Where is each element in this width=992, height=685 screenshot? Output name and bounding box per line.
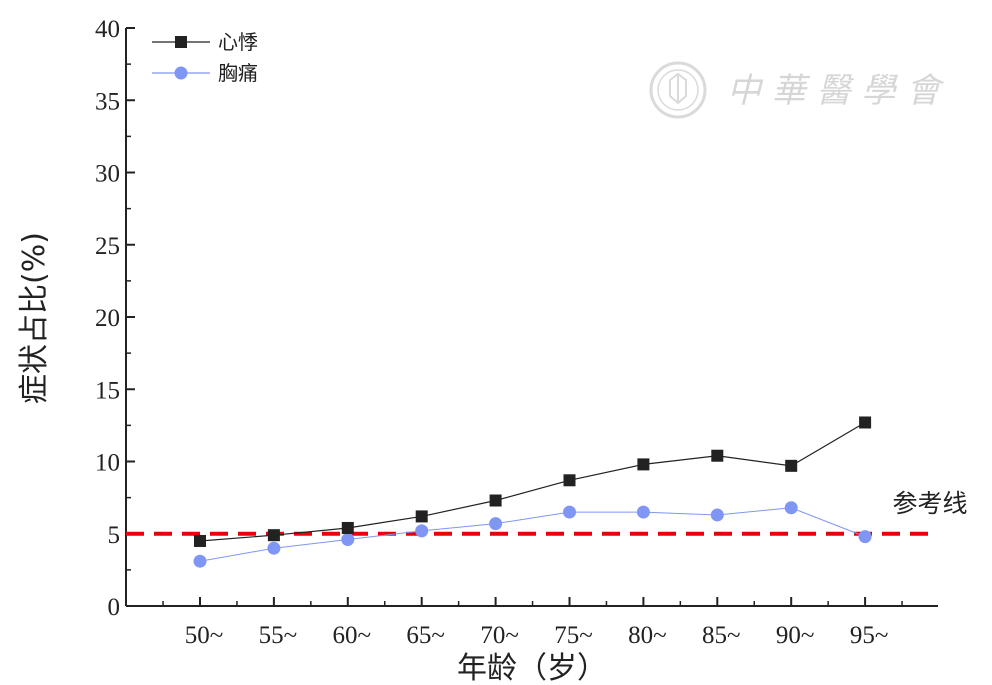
watermark-text: 中 華 醫 學 會 bbox=[727, 71, 945, 111]
x-tick-label: 60~ bbox=[333, 622, 372, 649]
y-tick-label: 40 bbox=[95, 16, 120, 43]
y-tick-label: 0 bbox=[108, 594, 121, 621]
y-tick-label: 35 bbox=[95, 88, 120, 115]
data-point-square bbox=[194, 534, 206, 547]
x-tick-label: 90~ bbox=[776, 622, 815, 649]
data-point-circle bbox=[341, 533, 355, 547]
y-tick-label: 30 bbox=[95, 161, 120, 188]
watermark: 中 華 醫 學 會 bbox=[649, 61, 945, 119]
data-point-circle bbox=[784, 501, 798, 515]
legend-marker-square bbox=[175, 36, 187, 48]
legend-item: 胸痛 bbox=[152, 61, 258, 85]
legend-item: 心悸 bbox=[152, 30, 258, 54]
y-tick-label: 15 bbox=[95, 377, 120, 404]
series-group bbox=[193, 416, 872, 568]
y-tick-label: 5 bbox=[108, 522, 121, 549]
x-tick-label: 95~ bbox=[850, 622, 889, 649]
data-point-circle bbox=[563, 505, 576, 519]
legend-marker-circle bbox=[174, 66, 188, 80]
y-tick-label: 20 bbox=[95, 305, 120, 332]
data-point-circle bbox=[267, 541, 281, 555]
x-axis-title: 年龄（岁） bbox=[457, 651, 607, 685]
data-point-square bbox=[563, 474, 576, 487]
x-tick-label: 50~ bbox=[185, 622, 224, 649]
plot-frame bbox=[125, 28, 938, 607]
x-tick-label: 75~ bbox=[554, 622, 593, 649]
data-point-square bbox=[637, 458, 650, 471]
legend-label: 胸痛 bbox=[218, 61, 258, 85]
x-tick-label: 70~ bbox=[480, 622, 519, 649]
x-tick-label: 65~ bbox=[406, 622, 445, 649]
x-tick-label: 85~ bbox=[702, 622, 741, 649]
data-point-square bbox=[415, 510, 428, 523]
data-point-square bbox=[341, 521, 354, 534]
y-tick-label: 10 bbox=[95, 450, 120, 477]
x-tick-label: 55~ bbox=[259, 622, 298, 649]
data-point-square bbox=[711, 449, 724, 462]
y-axis-ticks: 0 5 10 15 20 25 30 35 40 bbox=[95, 16, 135, 621]
data-point-circle bbox=[489, 517, 503, 531]
series-chest-pain bbox=[193, 501, 872, 568]
data-point-square bbox=[785, 459, 798, 472]
reference-line-label: 参考线 bbox=[892, 489, 967, 518]
data-point-circle bbox=[710, 508, 724, 522]
x-axis-ticks: 50~ 55~ 60~ 65~ 70~ 75~ 80~ 85~ 90~ 95~ bbox=[162, 597, 903, 649]
series-line bbox=[199, 421, 866, 542]
series-line bbox=[199, 507, 866, 562]
y-axis-title: 症状占比(%) bbox=[17, 232, 52, 404]
legend-label: 心悸 bbox=[218, 30, 258, 54]
data-point-square bbox=[489, 494, 502, 507]
series-palpitation bbox=[194, 416, 872, 547]
y-tick-label: 25 bbox=[95, 233, 120, 260]
x-tick-label: 80~ bbox=[628, 622, 667, 649]
cma-seal-logo bbox=[649, 61, 707, 119]
data-point-circle bbox=[858, 530, 872, 544]
data-point-circle bbox=[415, 524, 429, 538]
reference-line-group: 参考线 bbox=[126, 489, 968, 536]
data-point-circle bbox=[193, 554, 207, 568]
data-point-circle bbox=[636, 505, 650, 519]
data-point-square bbox=[267, 529, 280, 542]
data-point-square bbox=[859, 416, 872, 429]
